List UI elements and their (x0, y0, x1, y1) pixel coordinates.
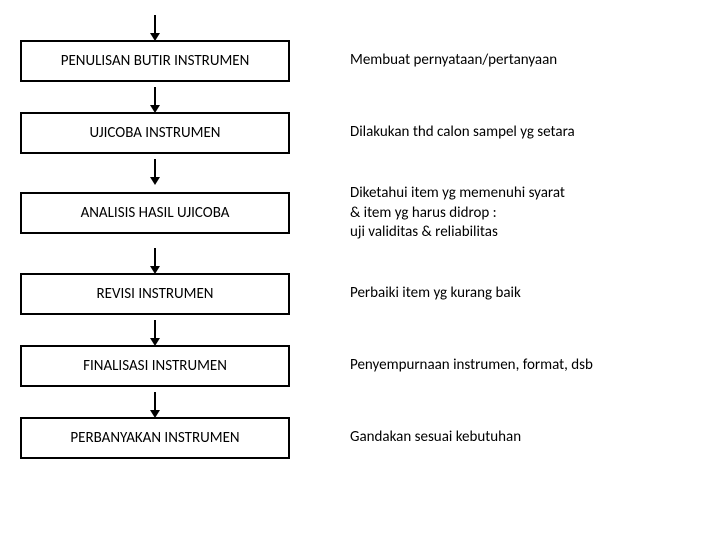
arrow-down-icon (154, 392, 156, 412)
step-desc-0: Membuat pernyataan/pertanyaan (350, 51, 700, 71)
arrow-row (20, 154, 700, 184)
arrow-down-icon (154, 159, 156, 179)
arrow-wrap (20, 387, 290, 417)
arrow-wrap (20, 10, 290, 40)
arrow-wrap (20, 243, 290, 273)
arrow-row (20, 243, 700, 273)
step-desc-2: Diketahui item yg memenuhi syarat& item … (350, 184, 700, 243)
arrow-wrap (20, 154, 290, 184)
step-desc-1: Dilakukan thd calon sampel yg setara (350, 123, 700, 143)
step-box-2: ANALISIS HASIL UJICOBA (20, 192, 290, 234)
arrow-wrap (20, 315, 290, 345)
step-box-0: PENULISAN BUTIR INSTRUMEN (20, 40, 290, 82)
step-desc-3: Perbaiki item yg kurang baik (350, 284, 700, 304)
arrow-row (20, 387, 700, 417)
arrow-down-icon (154, 15, 156, 35)
arrow-row (20, 315, 700, 345)
step-row-3: REVISI INSTRUMEN Perbaiki item yg kurang… (20, 273, 700, 315)
arrow-down-icon (154, 248, 156, 268)
step-desc-4: Penyempurnaan instrumen, format, dsb (350, 356, 700, 376)
step-row-0: PENULISAN BUTIR INSTRUMEN Membuat pernya… (20, 40, 700, 82)
arrow-down-icon (154, 320, 156, 340)
step-row-1: UJICOBA INSTRUMEN Dilakukan thd calon sa… (20, 112, 700, 154)
step-box-3: REVISI INSTRUMEN (20, 273, 290, 315)
step-row-4: FINALISASI INSTRUMEN Penyempurnaan instr… (20, 345, 700, 387)
step-row-5: PERBANYAKAN INSTRUMEN Gandakan sesuai ke… (20, 417, 700, 459)
step-box-4: FINALISASI INSTRUMEN (20, 345, 290, 387)
flowchart-container: PENULISAN BUTIR INSTRUMEN Membuat pernya… (20, 10, 700, 459)
arrow-row (20, 10, 700, 40)
step-row-2: ANALISIS HASIL UJICOBA Diketahui item yg… (20, 184, 700, 243)
step-box-1: UJICOBA INSTRUMEN (20, 112, 290, 154)
arrow-down-icon (154, 87, 156, 107)
step-box-5: PERBANYAKAN INSTRUMEN (20, 417, 290, 459)
arrow-row (20, 82, 700, 112)
arrow-wrap (20, 82, 290, 112)
step-desc-5: Gandakan sesuai kebutuhan (350, 428, 700, 448)
